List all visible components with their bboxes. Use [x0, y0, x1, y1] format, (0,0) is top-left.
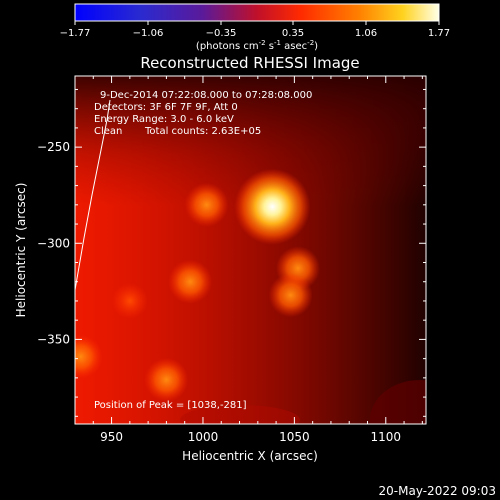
annotation-time: 9-Dec-2014 07:22:08.000 to 07:28:08.000	[100, 90, 312, 101]
colorbar-tick-label: −1.06	[133, 28, 164, 39]
limb-line	[75, 99, 111, 291]
x-tick-label: 950	[100, 430, 123, 444]
emission-source	[168, 259, 213, 304]
y-tick-label: −250	[37, 140, 70, 154]
emission-source	[184, 182, 229, 227]
dark-lower-mid	[180, 405, 300, 424]
colorbar-tick-label: 0.35	[282, 28, 304, 39]
y-axis-label: Heliocentric Y (arcsec)	[14, 183, 28, 318]
dark-corner	[370, 380, 426, 424]
emission-source	[111, 282, 148, 319]
annotation-detectors: Detectors: 3F 6F 7F 9F, Att 0	[94, 102, 238, 113]
emission-source	[144, 357, 189, 402]
emission-source	[75, 334, 103, 379]
colorbar-tick-label: −1.77	[60, 28, 91, 39]
colorbar-units: (photons cm-2 s-1 asec-2)	[196, 39, 318, 52]
annotation-energy: Energy Range: 3.0 - 6.0 keV	[94, 114, 234, 125]
y-tick-label: −300	[37, 236, 70, 250]
colorbar	[74, 3, 440, 22]
x-tick-label: 1050	[279, 430, 310, 444]
annotation-peak: Position of Peak = [1038,-281]	[94, 400, 247, 411]
annotation-counts: Total counts: 2.63E+05	[144, 126, 261, 137]
footer-date: 20-May-2022 09:03	[379, 484, 496, 498]
colorbar-ticks: −1.77 −1.06 −0.35 0.35 1.06 1.77	[60, 21, 450, 39]
axes: 950 1000 1050 1100 −250 −300 −350	[37, 76, 426, 444]
colorbar-tick-label: 1.06	[355, 28, 377, 39]
colorbar-tick-label: 1.77	[428, 28, 450, 39]
image-area	[75, 76, 426, 424]
x-tick-label: 1100	[371, 430, 402, 444]
colorbar-tick-label: −0.35	[206, 28, 237, 39]
y-tick-label: −350	[37, 332, 70, 346]
x-tick-label: 1000	[188, 430, 219, 444]
source-layer	[75, 168, 321, 402]
plot-frame	[74, 75, 427, 425]
chart-title: Reconstructed RHESSI Image	[140, 54, 359, 72]
annotation-method: Clean	[94, 126, 122, 137]
x-axis-label: Heliocentric X (arcsec)	[182, 449, 318, 463]
emission-source	[268, 273, 313, 318]
emission-source	[234, 168, 311, 245]
